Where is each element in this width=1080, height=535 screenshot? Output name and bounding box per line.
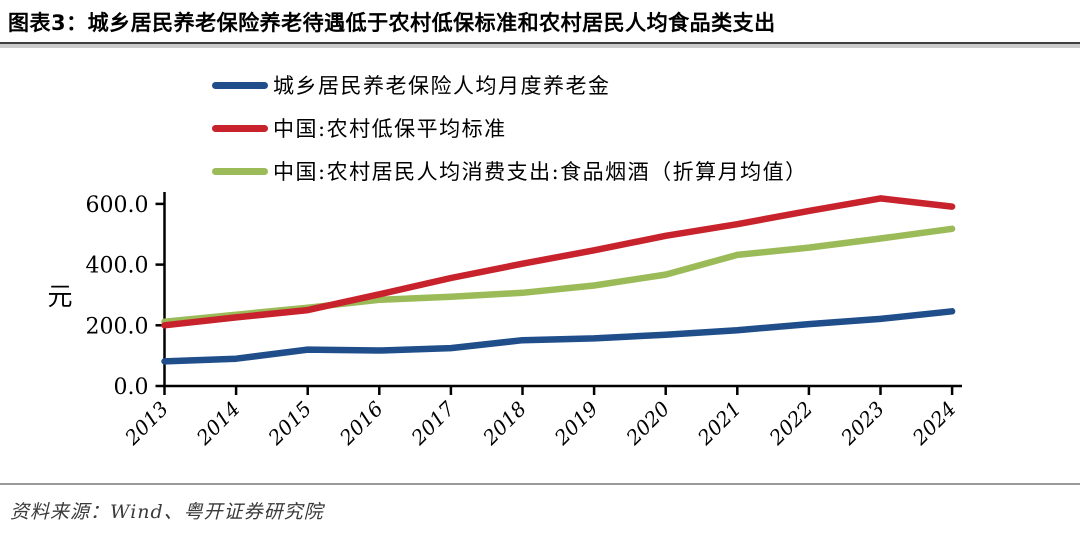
series-line-0 bbox=[161, 308, 956, 365]
legend-label: 城乡居民养老保险人均月度养老金 bbox=[273, 74, 611, 98]
x-tick-label: 2023 bbox=[835, 397, 889, 451]
y-tick-label: 400.0 bbox=[86, 254, 149, 279]
legend-line-swatch-red bbox=[212, 124, 268, 132]
series-line-2 bbox=[161, 225, 956, 325]
legend-item-food-expense: 中国:农村居民人均消费支出:食品烟酒（折算月均值） bbox=[212, 157, 808, 185]
x-tick-label: 2017 bbox=[406, 396, 460, 450]
legend-line-swatch-green bbox=[212, 167, 268, 175]
line-chart: 0.0 200.0 400.0 600.0 元 2013 2014 2015 2016 2017 2… bbox=[47, 192, 962, 451]
x-tick-label: 2021 bbox=[692, 397, 746, 451]
y-tick-label: 200.0 bbox=[86, 314, 149, 339]
x-tick-label: 2018 bbox=[477, 397, 531, 451]
legend-item-dibao: 中国:农村低保平均标准 bbox=[212, 114, 808, 142]
x-tick-label: 2013 bbox=[119, 397, 173, 451]
x-tick-label: 2020 bbox=[621, 396, 675, 450]
figure-title: 图表3：城乡居民养老保险养老待遇低于农村低保标准和农村居民人均食品类支出 bbox=[0, 0, 1080, 44]
legend-label: 中国:农村低保平均标准 bbox=[273, 117, 507, 141]
legend-item-pension: 城乡居民养老保险人均月度养老金 bbox=[212, 71, 808, 99]
x-tick-label: 2016 bbox=[334, 396, 388, 450]
x-tick-label: 2019 bbox=[549, 396, 603, 450]
x-tick-label: 2024 bbox=[907, 397, 961, 451]
series-line-1 bbox=[161, 195, 956, 329]
y-tick-label: 600.0 bbox=[86, 193, 149, 218]
x-tick-label: 2015 bbox=[263, 397, 317, 451]
chart-legend: 城乡居民养老保险人均月度养老金 中国:农村低保平均标准 中国:农村居民人均消费支… bbox=[212, 71, 808, 185]
legend-label: 中国:农村居民人均消费支出:食品烟酒（折算月均值） bbox=[273, 160, 808, 184]
x-tick-label: 2022 bbox=[764, 397, 818, 451]
footer-divider bbox=[0, 483, 1080, 485]
source-note: 资料来源：Wind、粤开证券研究院 bbox=[10, 501, 324, 523]
y-tick-label: 0.0 bbox=[114, 375, 149, 400]
y-axis-unit: 元 bbox=[47, 282, 72, 311]
x-tick-label: 2014 bbox=[191, 397, 245, 451]
legend-line-swatch-blue bbox=[212, 81, 268, 89]
